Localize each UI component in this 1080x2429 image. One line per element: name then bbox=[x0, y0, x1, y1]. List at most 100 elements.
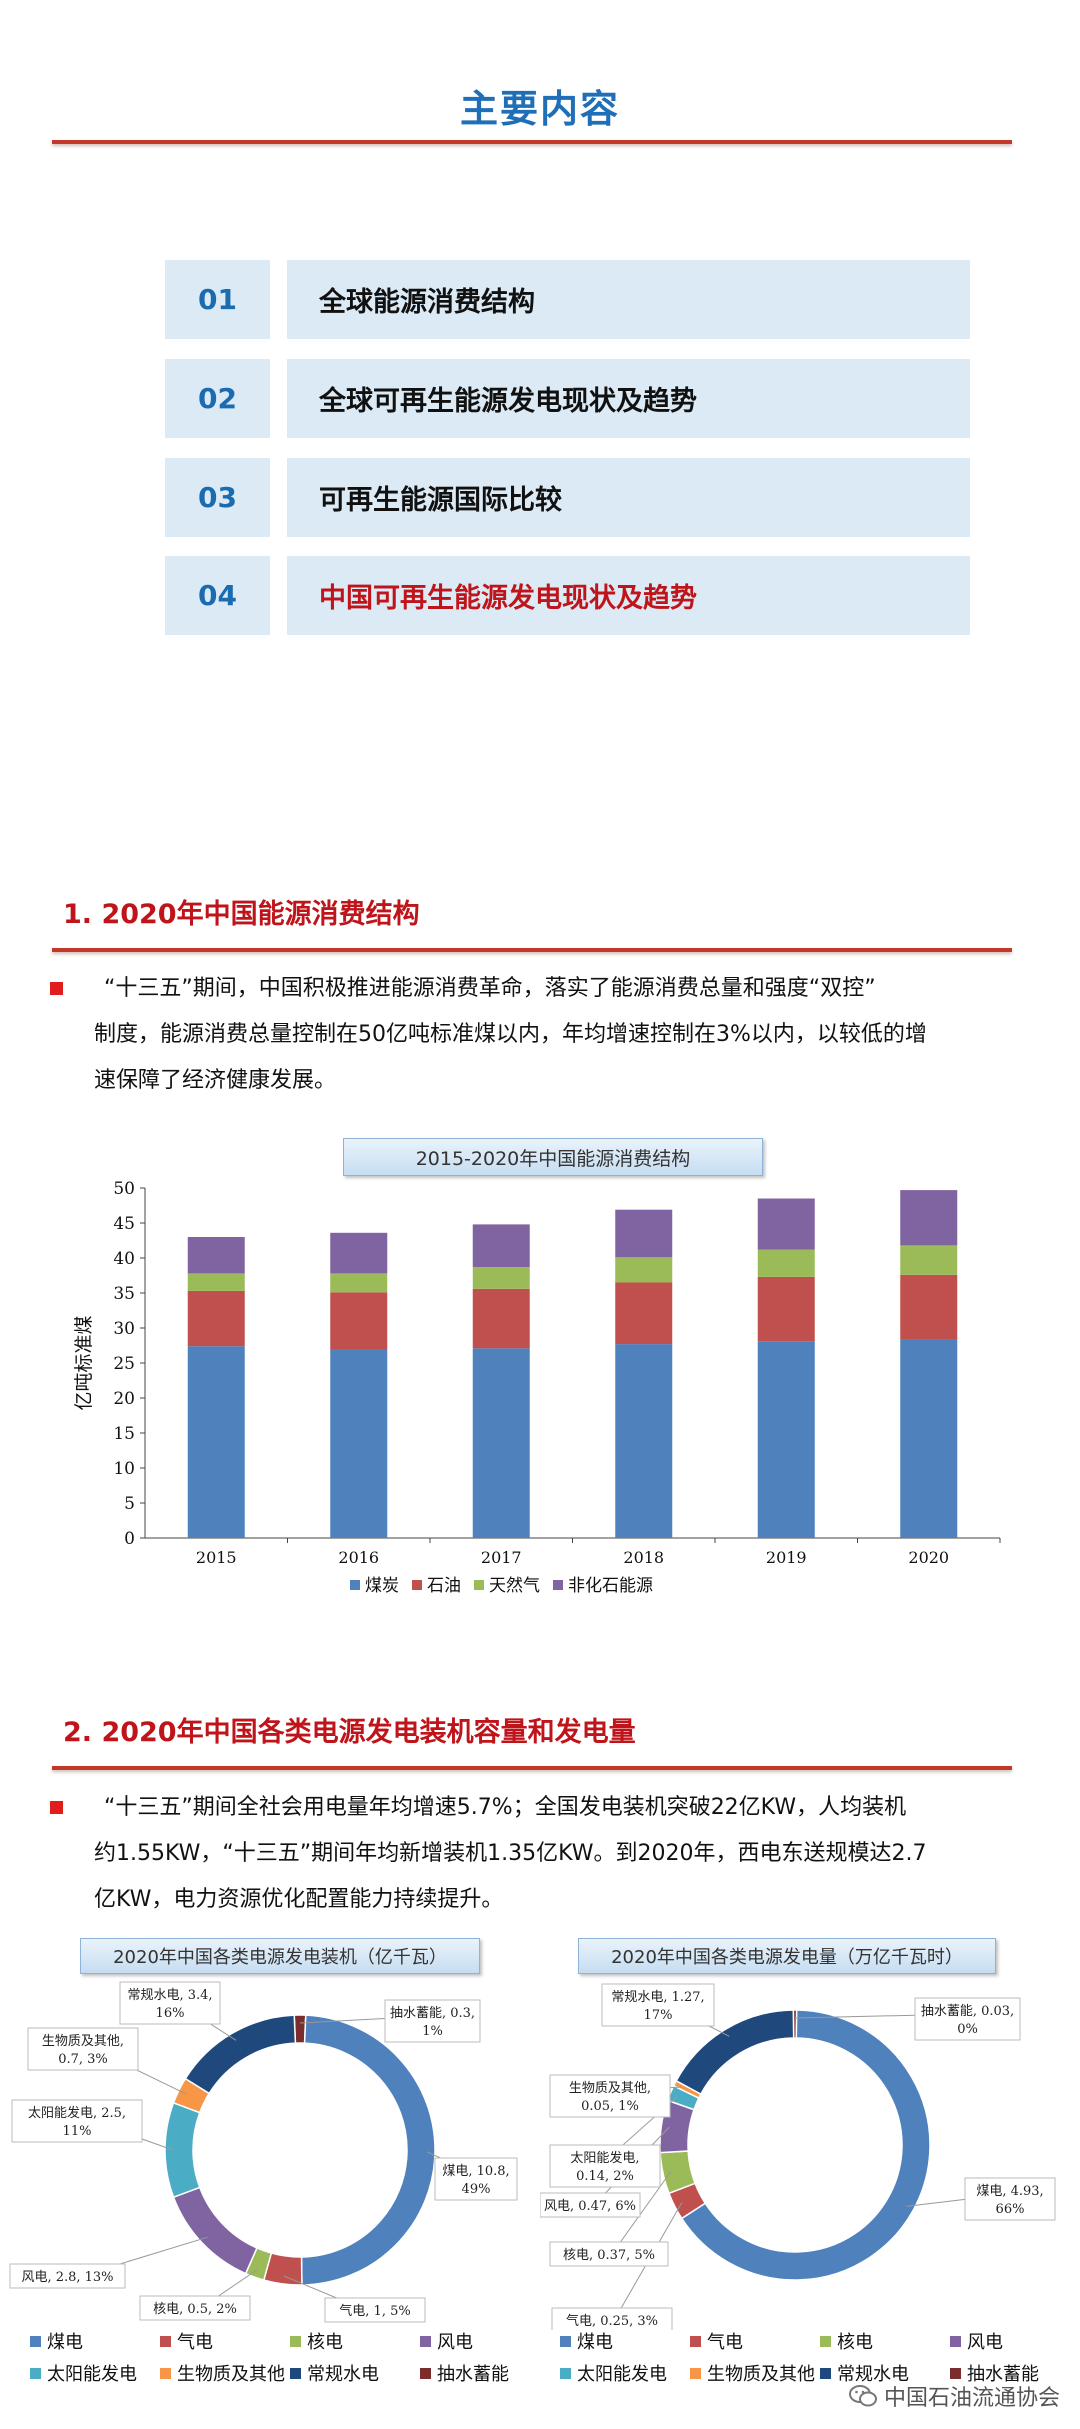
y-tick-label: 30 bbox=[113, 1319, 135, 1339]
slice-label: 煤电, 4.93, bbox=[976, 2184, 1043, 2199]
bar-segment bbox=[187, 1346, 245, 1538]
y-tick-label: 10 bbox=[113, 1459, 135, 1479]
legend-label: 非化石能源 bbox=[568, 1576, 653, 1596]
legend-swatch bbox=[30, 2367, 41, 2379]
legend-item: 气电 bbox=[160, 2328, 213, 2354]
donut-slice bbox=[164, 2101, 201, 2199]
capacity-donut-chart: 抽水蓄能, 0.3, 1% 煤电, 10.8, 49% 气电, 1, 5% 核电, 0.5… bbox=[9, 1981, 518, 2323]
x-tick-label: 2019 bbox=[766, 1548, 807, 1567]
legend-swatch bbox=[290, 2335, 301, 2347]
y-tick-label: 5 bbox=[124, 1494, 135, 1514]
legend-label: 石油 bbox=[427, 1576, 461, 1596]
legend-swatch bbox=[290, 2367, 301, 2379]
legend-label: 常规水电 bbox=[307, 2364, 379, 2385]
bar-segment bbox=[615, 1344, 673, 1538]
bar-segment bbox=[187, 1273, 245, 1291]
y-tick-label: 0 bbox=[124, 1529, 135, 1549]
legend-label: 气电 bbox=[177, 2332, 213, 2353]
toc-number-02: 02 bbox=[165, 359, 270, 438]
legend-item: 风电 bbox=[420, 2328, 473, 2354]
bullet-icon bbox=[50, 982, 63, 995]
slice-percent: 66% bbox=[996, 2202, 1025, 2217]
toc-item-03[interactable]: 可再生能源国际比较 bbox=[287, 458, 970, 537]
slice-label: 太阳能发电, bbox=[570, 2150, 639, 2166]
bar-segment bbox=[900, 1190, 958, 1246]
toc-item-04[interactable]: 中国可再生能源发电现状及趋势 bbox=[287, 556, 970, 635]
section2-title: 2. 2020年中国各类电源发电装机容量和发电量 bbox=[63, 1717, 636, 1748]
legend-item: 太阳能发电 bbox=[30, 2360, 137, 2386]
legend-label: 抽水蓄能 bbox=[967, 2364, 1039, 2385]
legend-swatch bbox=[560, 2367, 571, 2379]
callout-box bbox=[551, 2307, 673, 2330]
generation-donut-chart: 抽水蓄能, 0.03, 0% 煤电, 4.93, 66% 气电, 0.25, 3% 核电,… bbox=[540, 1983, 1056, 2330]
y-tick-label: 15 bbox=[113, 1424, 135, 1444]
legend-item: 煤电 bbox=[560, 2328, 613, 2354]
legend-item: 常规水电 bbox=[820, 2360, 909, 2386]
section1-line-2: 制度，能源消费总量控制在50亿吨标准煤以内，年均增速控制在3%以内，以较低的增 bbox=[94, 1022, 927, 1047]
slice-label: 常规水电, 3.4, bbox=[127, 1988, 212, 2003]
callout-box bbox=[11, 2099, 143, 2143]
legend-swatch bbox=[420, 2335, 431, 2347]
x-tick-label: 2017 bbox=[481, 1548, 522, 1567]
legend-item: 煤电 bbox=[30, 2328, 83, 2354]
capacity-donut-title: 2020年中国各类电源发电装机（亿千瓦） bbox=[80, 1938, 480, 1974]
callout-box bbox=[139, 2295, 251, 2321]
bar-segment bbox=[615, 1282, 673, 1345]
legend-label: 风电 bbox=[437, 2332, 473, 2353]
legend-item: 太阳能发电 bbox=[560, 2360, 667, 2386]
legend-swatch bbox=[160, 2335, 171, 2347]
callout-box bbox=[549, 2074, 671, 2118]
bar-segment bbox=[187, 1290, 245, 1347]
toc-item-01[interactable]: 全球能源消费结构 bbox=[287, 260, 970, 339]
bar-segment bbox=[757, 1198, 815, 1250]
x-tick-label: 2016 bbox=[338, 1548, 379, 1567]
slice-percent: 0.14, 2% bbox=[576, 2169, 634, 2184]
legend-label: 常规水电 bbox=[837, 2364, 909, 2385]
slice-percent: 17% bbox=[644, 2008, 673, 2023]
energy-consumption-bar-chart: 0 5 10 15 20 25 30 35 40 45 50 亿吨标准煤 2015 2016 2017 201… bbox=[73, 1180, 1001, 1596]
legend-item: 生物质及其他 bbox=[690, 2360, 815, 2386]
legend-label: 抽水蓄能 bbox=[437, 2364, 509, 2385]
legend-swatch bbox=[553, 1580, 563, 1590]
legend-item: 抽水蓄能 bbox=[950, 2360, 1039, 2386]
x-tick-label: 2015 bbox=[196, 1548, 237, 1567]
legend-label: 太阳能发电 bbox=[47, 2364, 137, 2385]
slice-percent: 0.05, 1% bbox=[581, 2099, 639, 2114]
section2-line-2: 约1.55KW，“十三五”期间年均新增装机1.35亿KW。到2020年，西电东送… bbox=[94, 1841, 927, 1866]
bar-segment bbox=[757, 1249, 815, 1277]
legend-label: 生物质及其他 bbox=[707, 2364, 815, 2385]
donut-slice bbox=[172, 2186, 258, 2275]
x-tick-label: 2018 bbox=[623, 1548, 664, 1567]
slice-label: 抽水蓄能, 0.3, bbox=[390, 2006, 475, 2021]
bar-segment bbox=[900, 1245, 958, 1275]
callout-box bbox=[27, 2027, 139, 2071]
bar-segment bbox=[330, 1349, 388, 1538]
legend-swatch bbox=[560, 2335, 571, 2347]
bar-segment bbox=[472, 1348, 530, 1538]
legend-label: 煤电 bbox=[577, 2332, 613, 2353]
bar-segment bbox=[900, 1274, 958, 1340]
callout-box bbox=[549, 2144, 661, 2188]
callout-box bbox=[324, 2297, 426, 2323]
callout-box bbox=[434, 2157, 518, 2201]
slice-label: 太阳能发电, 2.5, bbox=[28, 2105, 126, 2121]
slice-label: 核电, 0.5, 2% bbox=[153, 2302, 237, 2317]
bar-chart-title: 2015-2020年中国能源消费结构 bbox=[343, 1138, 763, 1176]
y-axis-label: 亿吨标准煤 bbox=[73, 1315, 95, 1410]
callout-box bbox=[9, 2263, 126, 2289]
slice-label: 气电, 0.25, 3% bbox=[566, 2313, 658, 2329]
toc-item-02[interactable]: 全球可再生能源发电现状及趋势 bbox=[287, 359, 970, 438]
legend-swatch bbox=[950, 2335, 961, 2347]
watermark: 中国石油流通协会 bbox=[848, 2380, 1060, 2412]
legend-swatch bbox=[690, 2367, 701, 2379]
toc-number-01: 01 bbox=[165, 260, 270, 339]
x-tick-label: 2020 bbox=[908, 1548, 949, 1567]
section1-title: 1. 2020年中国能源消费结构 bbox=[63, 899, 420, 930]
donut-slice bbox=[680, 2009, 931, 2281]
legend-item: 抽水蓄能 bbox=[420, 2360, 509, 2386]
section2-line-3: 亿KW，电力资源优化配置能力持续提升。 bbox=[94, 1887, 504, 1912]
legend-swatch bbox=[160, 2367, 171, 2379]
watermark-text: 中国石油流通协会 bbox=[883, 2386, 1060, 2411]
slice-label: 煤电, 10.8, bbox=[442, 2164, 509, 2179]
legend-item: 核电 bbox=[820, 2328, 873, 2354]
